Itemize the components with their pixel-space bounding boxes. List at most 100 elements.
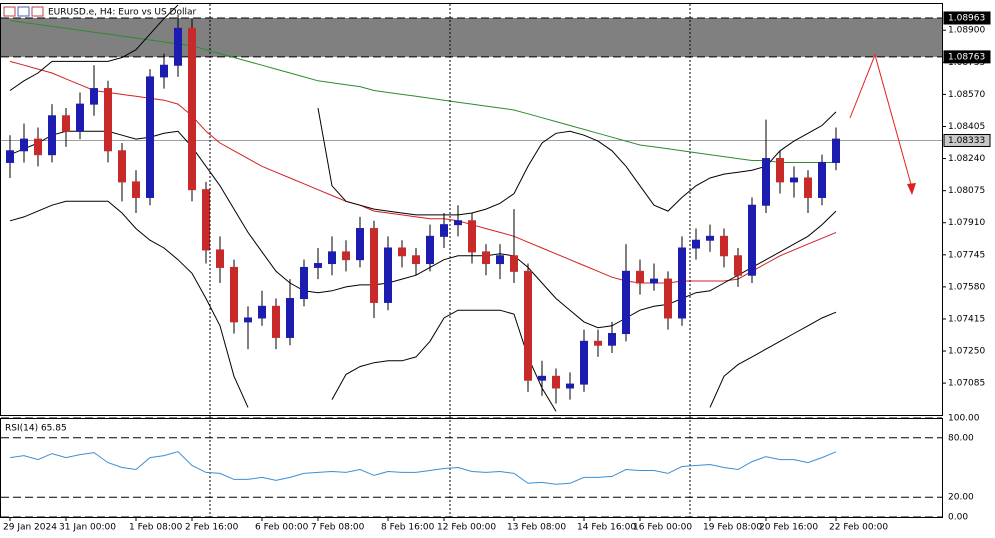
- arrow-line: [849, 53, 913, 189]
- y-tick-label: 1.08240: [948, 154, 985, 164]
- rsi-tick-label: 80.00: [948, 433, 974, 443]
- candle-body: [566, 383, 574, 389]
- candle-body: [76, 103, 84, 132]
- candle-body: [216, 249, 224, 268]
- x-tick-label: 29 Jan 2024: [3, 523, 57, 533]
- x-tick-label: 1 Feb 08:00: [129, 523, 183, 533]
- candle-body: [790, 177, 798, 183]
- candle-body: [6, 150, 14, 163]
- candle-body: [776, 158, 784, 183]
- y-tick-label: 1.07580: [948, 282, 985, 292]
- y-tick-label: 1.07415: [948, 314, 985, 324]
- candle-body: [608, 333, 616, 346]
- price-marker-label: 1.08763: [948, 52, 985, 62]
- candle-body: [356, 228, 364, 261]
- candle-body: [328, 251, 336, 265]
- x-tick-label: 31 Jan 00:00: [59, 523, 116, 533]
- candle-body: [258, 305, 266, 319]
- candle-body: [692, 239, 700, 249]
- x-tick-label: 20 Feb 16:00: [759, 523, 818, 533]
- candle-body: [818, 161, 826, 198]
- y-tick-label: 1.07745: [948, 250, 985, 260]
- icon: [17, 6, 30, 17]
- price-marker-label: 1.08333: [948, 136, 985, 146]
- candle-body: [230, 266, 238, 323]
- candle-body: [440, 224, 448, 237]
- candle-body: [342, 251, 350, 261]
- chart-title: EURUSD.e, H4: Euro vs US Dollar: [48, 8, 197, 18]
- candle-body: [832, 138, 840, 163]
- projection-arrow: [849, 53, 916, 195]
- x-tick-label: 7 Feb 08:00: [311, 523, 365, 533]
- rsi-line: [9, 451, 837, 485]
- price-frame: [0, 3, 943, 416]
- candle-body: [468, 220, 476, 253]
- candle-body: [538, 375, 546, 381]
- x-tick-label: 22 Feb 00:00: [829, 523, 888, 533]
- x-tick-label: 6 Feb 00:00: [255, 523, 309, 533]
- candle-body: [594, 340, 602, 346]
- candle-body: [580, 340, 588, 385]
- candle-body: [706, 235, 714, 241]
- candle-body: [174, 27, 182, 66]
- x-tick-label: 12 Feb 00:00: [437, 523, 496, 533]
- candle-body: [678, 247, 686, 319]
- candle-body: [48, 115, 56, 156]
- separators: [209, 4, 691, 517]
- title-icons: [3, 6, 44, 17]
- x-tick-label: 8 Feb 16:00: [381, 523, 435, 533]
- y-tick-label: 1.08570: [948, 90, 985, 100]
- candle-body: [748, 204, 756, 276]
- y-tick-label: 1.08405: [948, 122, 985, 132]
- indicator-line: [9, 4, 837, 216]
- candle-body: [454, 220, 462, 226]
- candle-body: [300, 266, 308, 300]
- candle-body: [636, 270, 644, 284]
- candle-body: [552, 375, 560, 389]
- candle-body: [118, 150, 126, 183]
- candle-body: [734, 255, 742, 276]
- x-tick-label: 13 Feb 08:00: [507, 523, 566, 533]
- candle-body: [482, 251, 490, 265]
- candle-body: [398, 247, 406, 257]
- icon: [31, 6, 44, 17]
- candle-body: [426, 235, 434, 265]
- candle-body: [720, 235, 728, 257]
- candle-body: [160, 64, 168, 78]
- candle-body: [272, 305, 280, 338]
- price-marker-label: 1.08963: [948, 13, 985, 23]
- candle-body: [132, 181, 140, 198]
- candle-body: [34, 138, 42, 156]
- price-marker-box: [943, 11, 991, 25]
- price-plot: [1, 4, 942, 412]
- indicator-line: [9, 20, 836, 163]
- candle-body: [370, 228, 378, 303]
- candle-body: [384, 247, 392, 303]
- y-tick-label: 1.07910: [948, 218, 985, 228]
- candle-body: [650, 278, 658, 284]
- y-tick-label: 1.08075: [948, 186, 985, 196]
- candle-body: [804, 177, 812, 198]
- y-tick-label: 1.07085: [948, 379, 985, 389]
- supply-zone: [1, 17, 942, 57]
- candle-body: [622, 270, 630, 335]
- candle-body: [412, 255, 420, 265]
- candle-body: [664, 278, 672, 319]
- x-tick-label: 16 Feb 00:00: [633, 523, 692, 533]
- candle-body: [286, 298, 294, 338]
- candle-body: [314, 263, 322, 268]
- candle-body: [202, 189, 210, 251]
- rsi-tick-label: 100.00: [948, 414, 980, 424]
- candle-body: [62, 115, 70, 132]
- candle-body: [510, 255, 518, 272]
- candle-body: [244, 317, 252, 323]
- candle-body: [524, 270, 532, 381]
- candle-body: [762, 158, 770, 206]
- x-tick-label: 19 Feb 08:00: [703, 523, 762, 533]
- indicator-line: [9, 200, 837, 412]
- rsi-label: RSI(14) 65.85: [5, 424, 67, 434]
- x-tick-label: 2 Feb 16:00: [185, 523, 239, 533]
- y-tick-label: 1.07250: [948, 347, 985, 357]
